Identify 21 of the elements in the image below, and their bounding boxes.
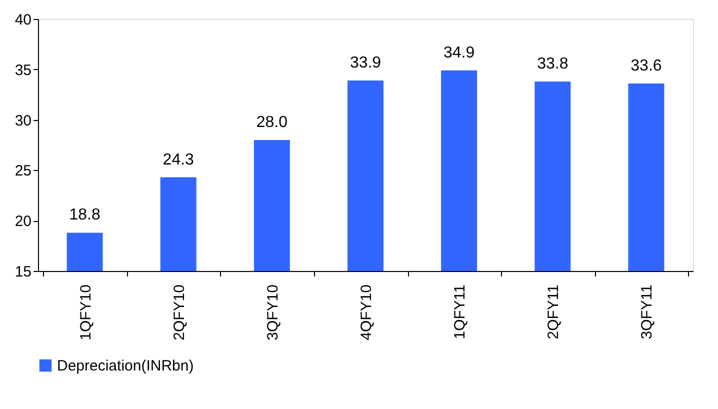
x-tick-label: 2QFY10 bbox=[170, 284, 188, 340]
x-tick-label: 1QFY10 bbox=[77, 284, 94, 340]
x-tick-label: 4QFY10 bbox=[358, 284, 375, 340]
data-label: 33.8 bbox=[537, 55, 568, 72]
data-label: 28.0 bbox=[256, 114, 288, 131]
x-tick-label: 3QFY10 bbox=[264, 284, 282, 340]
y-tick-label: 20 bbox=[14, 213, 32, 230]
x-tick-label: 2QFY11 bbox=[545, 284, 562, 340]
y-tick-label: 30 bbox=[14, 112, 32, 130]
data-label: 24.3 bbox=[162, 151, 194, 168]
y-tick-label: 15 bbox=[14, 264, 32, 280]
data-label: 33.9 bbox=[350, 54, 382, 72]
y-tick-label: 35 bbox=[14, 62, 32, 79]
data-label: 18.8 bbox=[69, 206, 100, 224]
x-tick-label: 3QFY11 bbox=[638, 284, 656, 340]
legend-label: Depreciation(INRbn) bbox=[57, 358, 194, 374]
y-tick-label: 40 bbox=[14, 12, 32, 28]
y-tick-label: 25 bbox=[14, 162, 32, 180]
x-tick-label: 1QFY11 bbox=[452, 284, 469, 340]
data-label: 34.9 bbox=[444, 44, 475, 62]
data-label: 33.6 bbox=[630, 58, 662, 75]
